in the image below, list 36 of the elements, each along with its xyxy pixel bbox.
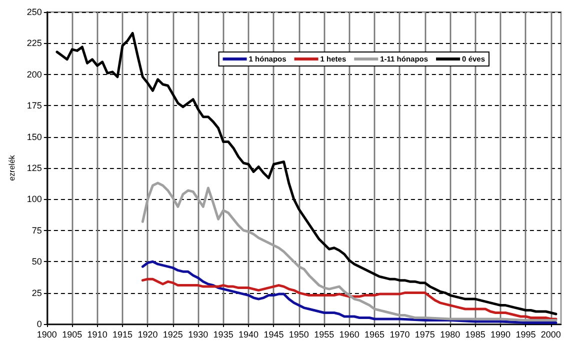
x-tick-label: 1900	[36, 330, 57, 340]
y-tick-label: 25	[32, 288, 42, 298]
line-series	[141, 278, 558, 320]
x-tick-label: 1950	[288, 330, 309, 340]
x-tick-label: 1975	[414, 330, 435, 340]
x-tick-label: 1990	[490, 330, 511, 340]
x-tick-label: 1945	[264, 330, 284, 340]
x-tick-label: 1915	[112, 330, 133, 340]
y-tick-label: 175	[26, 100, 42, 111]
y-tick-label: 150	[26, 132, 42, 142]
y-tick-label: 225	[26, 38, 42, 48]
x-tick-label: 1980	[440, 330, 460, 340]
y-tick-label: 125	[26, 163, 42, 173]
x-tick-label: 1955	[314, 330, 334, 340]
x-tick-label: 1965	[364, 330, 385, 340]
line-series	[141, 260, 558, 324]
line-series	[141, 182, 558, 322]
x-tick-label: 1925	[162, 330, 183, 340]
x-tick-label: 1960	[339, 330, 360, 340]
x-tick-label: 1985	[465, 330, 486, 340]
x-tick-label: 1935	[213, 330, 234, 340]
x-tick-label: 1995	[516, 330, 536, 340]
x-tick-label: 1930	[188, 330, 208, 340]
x-tick-label: 1920	[138, 330, 158, 340]
y-tick-label: 200	[26, 69, 42, 80]
y-tick-label: 50	[32, 256, 42, 267]
x-tick-label: 1905	[62, 330, 82, 340]
x-tick-label: 1910	[87, 330, 108, 340]
y-axis-title: ezrelék	[8, 154, 16, 181]
x-tick-label: 2000	[540, 330, 561, 340]
x-tick-label: 1970	[390, 330, 410, 340]
y-tick-label: 0	[36, 319, 42, 329]
x-tick-label: 1940	[238, 330, 259, 340]
y-tick-label: 100	[26, 194, 42, 204]
y-tick-label: 250	[26, 7, 42, 17]
y-tick-label: 75	[32, 225, 42, 236]
